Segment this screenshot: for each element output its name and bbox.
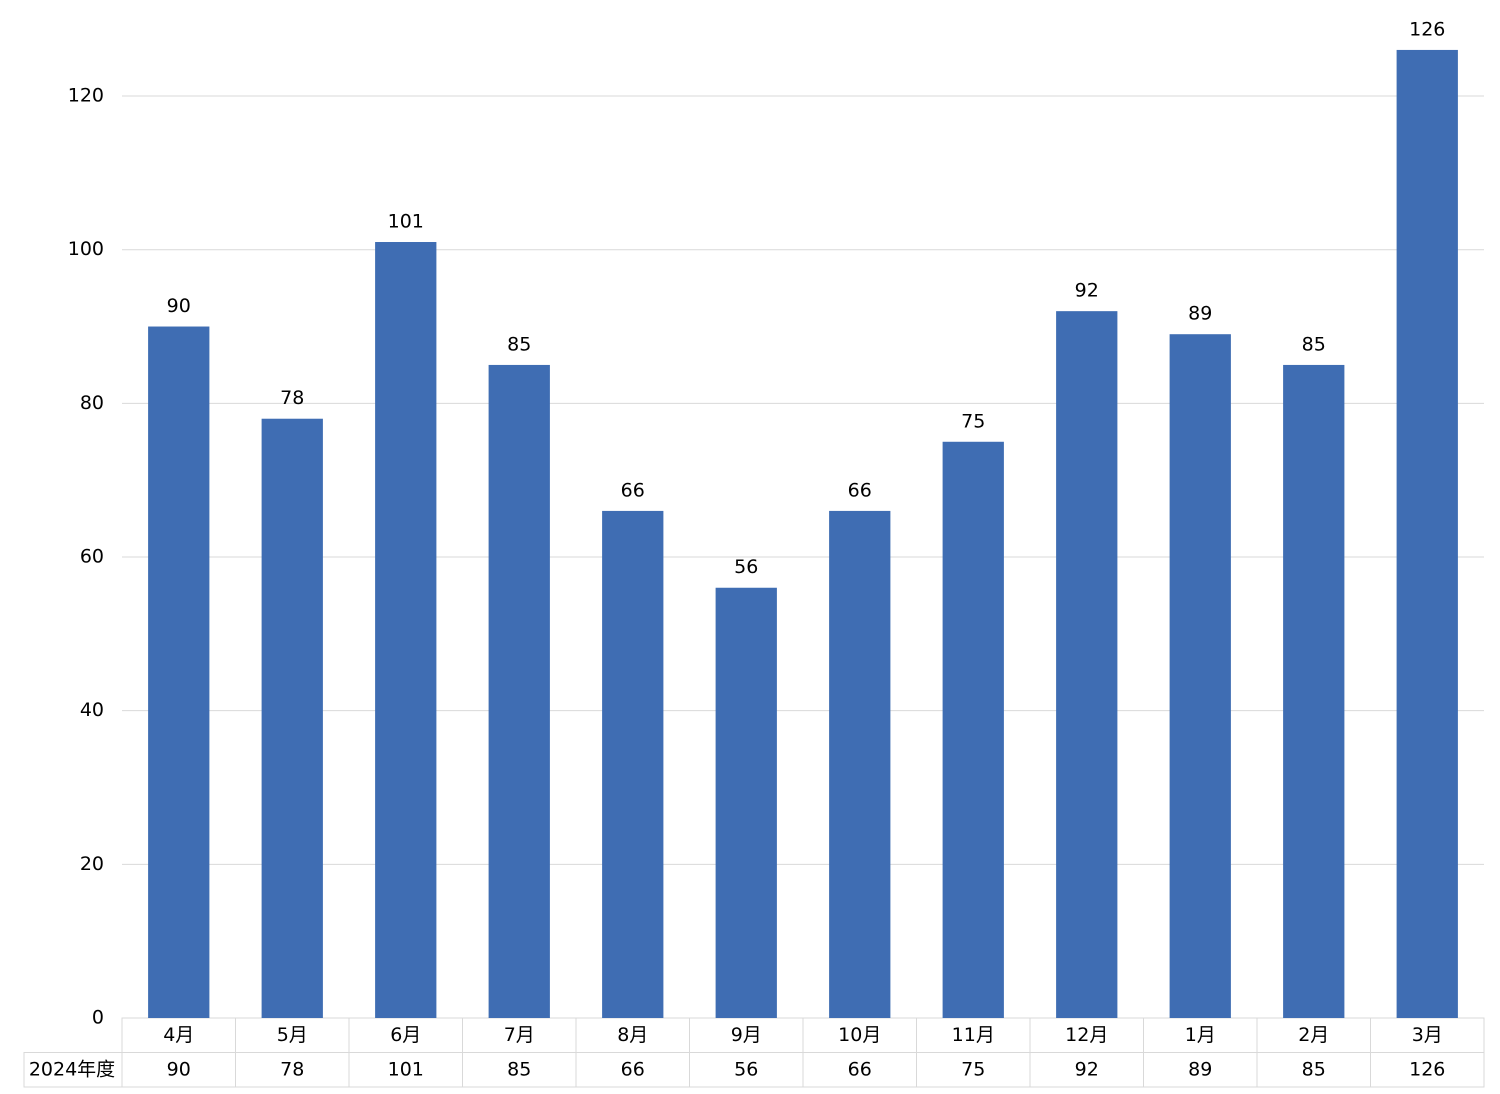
- table-value: 90: [167, 1058, 191, 1080]
- data-label: 85: [507, 333, 531, 355]
- table-value: 85: [507, 1058, 531, 1080]
- y-tick-label: 120: [68, 85, 104, 107]
- y-tick-label: 60: [80, 546, 104, 568]
- x-tick-label: 8月: [617, 1024, 648, 1046]
- bar: [488, 364, 550, 1018]
- data-label: 78: [280, 387, 304, 409]
- y-tick-label: 20: [80, 853, 104, 875]
- y-tick-label: 40: [80, 699, 104, 721]
- data-label: 92: [1075, 280, 1099, 302]
- x-tick-label: 9月: [731, 1024, 762, 1046]
- bar: [1169, 334, 1231, 1018]
- data-label: 85: [1302, 333, 1326, 355]
- table-value: 66: [621, 1058, 645, 1080]
- table-value: 101: [388, 1058, 424, 1080]
- bar: [375, 242, 437, 1019]
- data-label: 75: [961, 410, 985, 432]
- table-value: 85: [1302, 1058, 1326, 1080]
- bar: [715, 587, 777, 1018]
- table-cell: [23, 1052, 1485, 1088]
- table-value: 75: [961, 1058, 985, 1080]
- data-label: 101: [388, 211, 424, 233]
- y-tick-label: 100: [68, 238, 104, 260]
- bar: [261, 418, 323, 1019]
- table-value: 92: [1075, 1058, 1099, 1080]
- legend-label: 2024年度: [29, 1058, 115, 1080]
- data-label: 66: [848, 479, 872, 501]
- data-label: 126: [1409, 18, 1445, 40]
- bar: [1056, 311, 1118, 1018]
- table-value: 56: [734, 1058, 758, 1080]
- bar: [1283, 364, 1345, 1018]
- x-tick-label: 3月: [1412, 1024, 1443, 1046]
- table-value: 126: [1409, 1058, 1445, 1080]
- bar: [829, 510, 891, 1018]
- x-tick-label: 5月: [277, 1024, 308, 1046]
- x-tick-label: 12月: [1065, 1024, 1108, 1046]
- x-tick-label: 7月: [504, 1024, 535, 1046]
- x-tick-label: 11月: [952, 1024, 995, 1046]
- data-label: 89: [1188, 303, 1212, 325]
- y-tick-label: 0: [92, 1007, 104, 1029]
- table-value: 66: [848, 1058, 872, 1080]
- data-label: 66: [621, 479, 645, 501]
- data-label: 56: [734, 556, 758, 578]
- x-tick-label: 2月: [1298, 1024, 1329, 1046]
- bar: [942, 441, 1004, 1018]
- bar: [148, 326, 210, 1018]
- x-tick-label: 6月: [390, 1024, 421, 1046]
- y-tick-label: 80: [80, 392, 104, 414]
- bar: [1396, 49, 1458, 1018]
- bar: [602, 510, 664, 1018]
- x-tick-label: 4月: [163, 1024, 194, 1046]
- data-label: 90: [167, 295, 191, 317]
- table-value: 78: [280, 1058, 304, 1080]
- table-value: 89: [1188, 1058, 1212, 1080]
- x-tick-label: 1月: [1185, 1024, 1216, 1046]
- x-tick-label: 10月: [838, 1024, 881, 1046]
